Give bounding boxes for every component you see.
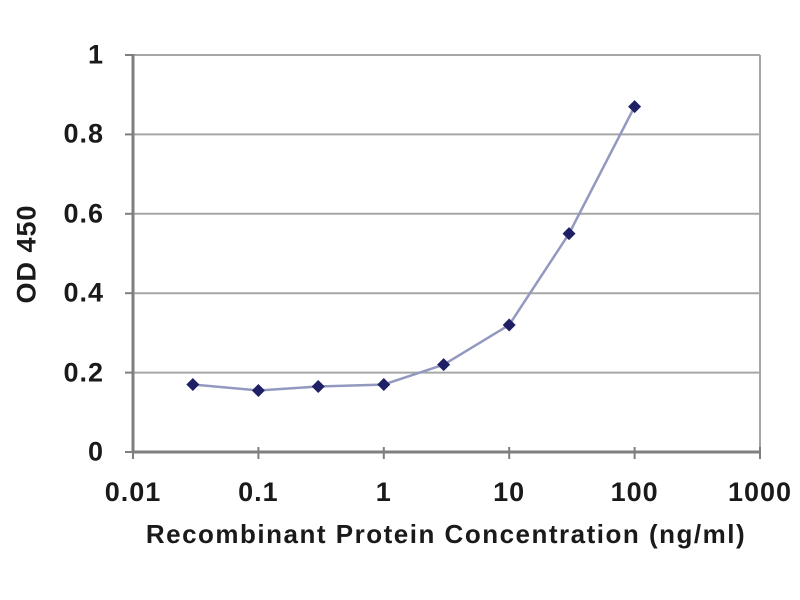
y-tick-label-1: 1 [87,39,104,70]
x-tick-label-1000: 1000 [727,477,793,507]
data-point-marker [377,378,391,392]
data-point-marker [311,379,325,393]
x-tick-label-0.1: 0.1 [238,477,279,507]
data-point-marker [251,383,265,397]
data-point-marker [437,358,451,372]
data-point-marker [562,227,576,241]
x-tick-label-10: 10 [493,477,526,507]
x-tick-label-1: 1 [375,477,392,507]
y-tick-label-0: 0 [87,436,104,467]
data-point-marker [186,378,200,392]
data-point-marker [502,318,516,332]
x-tick-label-100: 100 [610,477,659,507]
series-line [192,106,636,392]
y-tick-label-0.4: 0.4 [63,277,104,308]
y-tick-label-0.2: 0.2 [63,357,104,388]
y-tick-label-0.6: 0.6 [63,198,104,229]
y-axis-title: OD 450 [11,204,42,304]
x-tick-label-0.01: 0.01 [104,477,162,507]
x-axis-title: Recombinant Protein Concentration (ng/ml… [145,519,747,549]
data-point-marker [628,100,642,114]
y-tick-label-0.8: 0.8 [63,118,104,149]
